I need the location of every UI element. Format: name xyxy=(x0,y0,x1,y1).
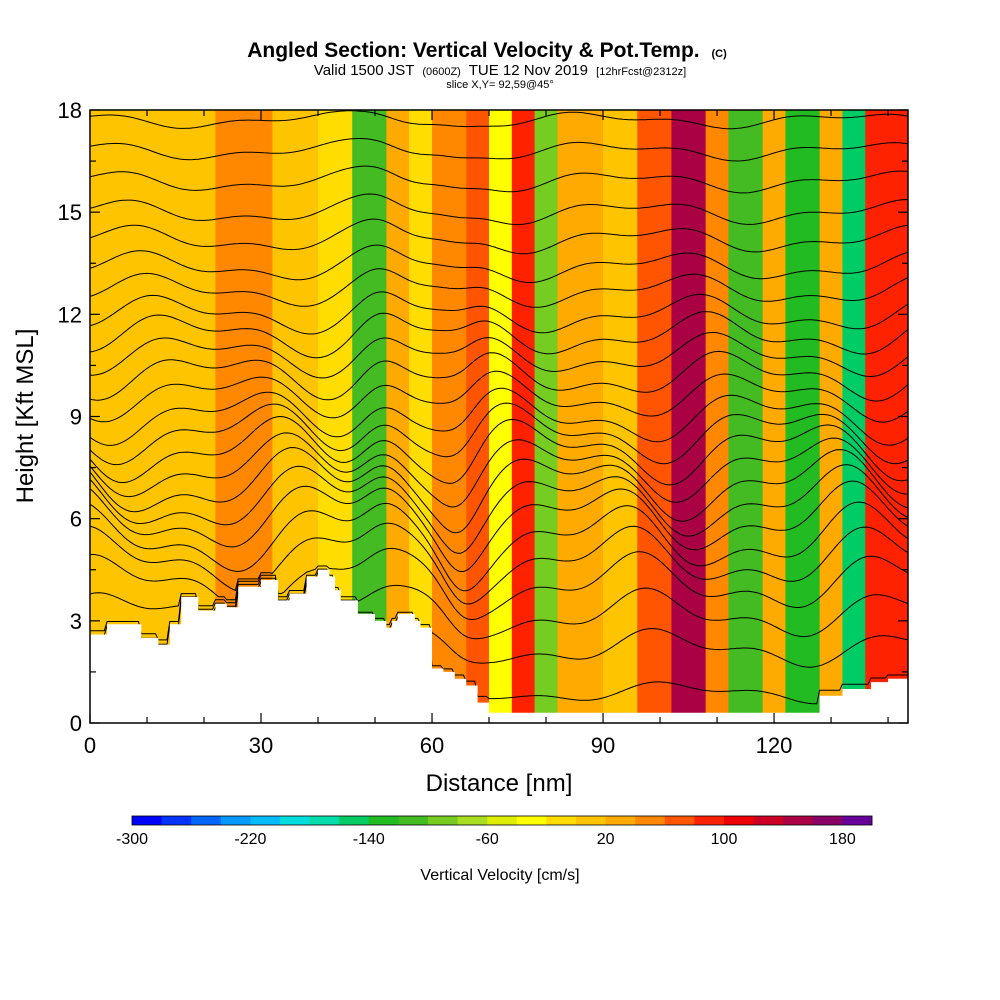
x-axis-label: Distance [nm] xyxy=(426,770,573,797)
isentrope-line-6 xyxy=(90,480,908,572)
chart-title: Angled Section: Vertical Velocity & Pot.… xyxy=(247,39,727,62)
colorbar-swatch xyxy=(516,816,547,825)
colorbar-tick-label: -60 xyxy=(476,831,499,848)
terrain-mask xyxy=(90,569,908,723)
y-tick-label: 12 xyxy=(58,302,82,327)
isentrope-line-2 xyxy=(90,568,908,640)
velocity-band-18 xyxy=(728,110,764,723)
colorbar-swatch xyxy=(457,816,488,825)
y-tick-label: 3 xyxy=(70,609,82,634)
velocity-band-8 xyxy=(432,110,467,723)
isentrope-line-20 xyxy=(90,218,908,255)
y-tick-label: 0 xyxy=(70,711,82,736)
isentrope-line-18 xyxy=(90,268,908,308)
colorbar-swatch xyxy=(724,816,754,825)
isentrope-line-16 xyxy=(90,311,908,359)
colorbar-swatch xyxy=(605,816,636,825)
isentrope-line-19 xyxy=(90,244,908,283)
colorbar-swatch xyxy=(132,816,162,825)
velocity-band-16 xyxy=(671,110,707,723)
velocity-band-15 xyxy=(637,110,672,723)
colorbar-tick-label: -300 xyxy=(116,831,148,848)
y-tick-label: 9 xyxy=(70,405,82,430)
velocity-band-13 xyxy=(557,110,604,723)
isentrope-line-9 xyxy=(90,432,908,508)
isentrope-line-11 xyxy=(90,402,908,466)
isentrope-line-12 xyxy=(90,387,908,446)
velocity-band-22 xyxy=(842,110,866,723)
colorbar-tick-label: 180 xyxy=(829,831,856,848)
colorbar-swatch xyxy=(546,816,577,825)
colorbar: -300 -220 -140 -60 20 100 180 xyxy=(116,815,873,848)
colorbar-swatch xyxy=(635,816,666,825)
colorbar-tick-label: -220 xyxy=(234,831,266,848)
y-tick-label: 18 xyxy=(58,98,82,123)
colorbar-swatch xyxy=(161,816,192,825)
isentrope-line-7 xyxy=(90,464,908,554)
colorbar-swatch xyxy=(576,816,606,825)
colorbar-swatch xyxy=(664,816,695,825)
colorbar-swatch xyxy=(339,816,370,825)
colorbar-swatch xyxy=(220,816,251,825)
chart-slice-info: slice X,Y= 92,59@45° xyxy=(446,79,554,91)
isentrope-line-15 xyxy=(90,332,908,379)
velocity-band-10 xyxy=(489,110,513,723)
plot-area xyxy=(90,110,908,723)
isentrope-line-8 xyxy=(90,446,908,534)
colorbar-label: Vertical Velocity [cm/s] xyxy=(420,867,579,884)
colorbar-swatch xyxy=(694,816,725,825)
x-tick-label: 0 xyxy=(84,733,96,758)
y-axis-label: Height [Kft MSL] xyxy=(12,329,39,504)
chart-valid-time: Valid 1500 JST (0600Z) TUE 12 Nov 2019 [… xyxy=(314,62,686,79)
x-axis: 0 30 60 90 120 xyxy=(84,110,889,758)
y-axis: 0 3 6 9 12 15 18 xyxy=(58,98,908,736)
isentrope-line-5 xyxy=(90,501,908,592)
velocity-band-11 xyxy=(511,110,536,723)
isentrope-line-13 xyxy=(90,370,908,423)
colorbar-tick-label: 100 xyxy=(711,831,738,848)
x-tick-label: 120 xyxy=(756,733,793,758)
y-tick-label: 6 xyxy=(70,507,82,532)
colorbar-swatch xyxy=(753,816,784,825)
velocity-band-9 xyxy=(466,110,490,723)
colorbar-swatch xyxy=(191,816,222,825)
x-tick-label: 90 xyxy=(591,733,615,758)
colorbar-swatch xyxy=(280,816,310,825)
y-tick-label: 15 xyxy=(58,200,82,225)
isentrope-line-23 xyxy=(90,138,908,162)
x-tick-label: 30 xyxy=(249,733,273,758)
isentrope-line-10 xyxy=(90,415,908,486)
isentrope-line-17 xyxy=(90,291,908,335)
x-tick-label: 60 xyxy=(420,733,444,758)
colorbar-tick-label: 20 xyxy=(597,831,615,848)
colorbar-swatch xyxy=(487,816,518,825)
colorbar-frame xyxy=(131,815,873,826)
velocity-band-14 xyxy=(603,110,638,723)
velocity-band-19 xyxy=(762,110,786,723)
isentrope-line-21 xyxy=(90,193,908,226)
isentrope-line-14 xyxy=(90,350,908,402)
isentrope-line-4 xyxy=(90,522,908,605)
velocity-band-20 xyxy=(785,110,821,723)
colorbar-tick-label: -140 xyxy=(353,831,385,848)
colorbar-swatch xyxy=(783,816,814,825)
velocity-band-17 xyxy=(705,110,729,723)
colorbar-swatch xyxy=(250,816,281,825)
colorbar-swatch xyxy=(398,816,429,825)
isentrope-line-24 xyxy=(90,110,908,130)
velocity-band-6 xyxy=(386,110,410,723)
colorbar-swatch xyxy=(368,816,399,825)
colorbar-swatch xyxy=(812,816,843,825)
colorbar-swatch xyxy=(428,816,458,825)
colorbar-swatch xyxy=(842,816,873,825)
velocity-band-21 xyxy=(819,110,843,723)
isentrope-contours xyxy=(90,110,908,705)
colorbar-swatch xyxy=(309,816,340,825)
isentrope-line-22 xyxy=(90,165,908,194)
isentrope-line-3 xyxy=(90,547,908,621)
